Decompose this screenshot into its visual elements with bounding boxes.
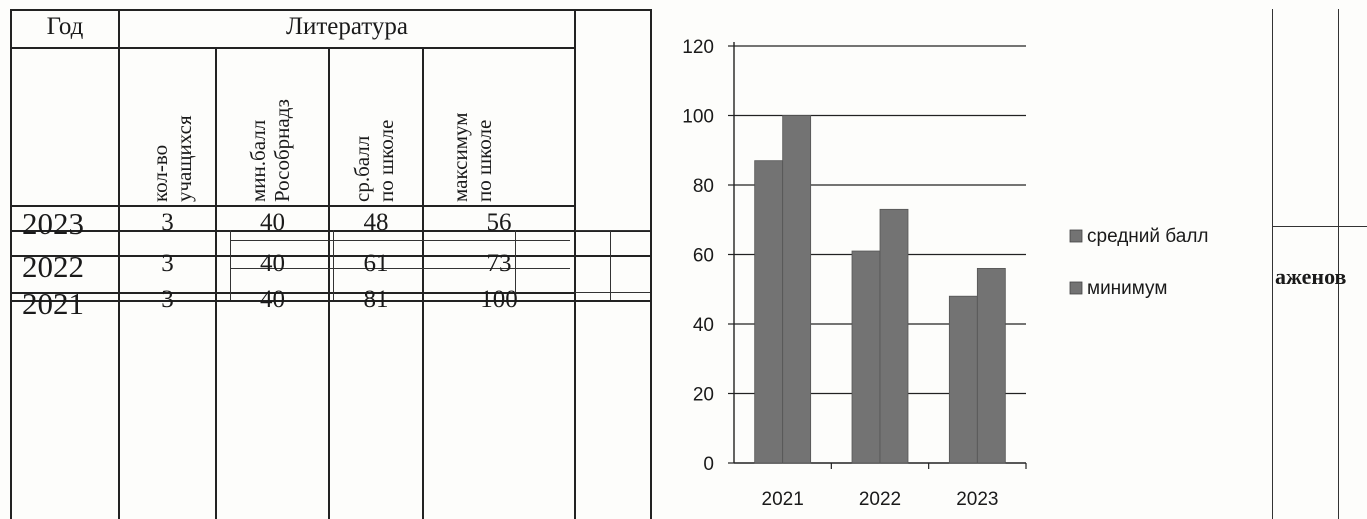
y-tick-label: 0 (703, 454, 714, 475)
column-header-max-score: максимум по школе (448, 112, 496, 202)
column-header-avg-score: ср.балл по школе (350, 119, 398, 202)
legend-swatch (1069, 281, 1083, 295)
row-count: 3 (161, 209, 174, 236)
legend-swatch (1069, 229, 1083, 243)
y-tick-label: 120 (682, 37, 714, 58)
column-header-min-score: мин.балл Рособрнадз (246, 99, 294, 202)
row-min: 40 (260, 286, 285, 313)
legend-label: средний балл (1087, 226, 1209, 247)
header-subject: Литература (286, 13, 408, 40)
bar-min-2021 (782, 115, 812, 464)
y-tick-label: 60 (693, 246, 714, 267)
row-avg: 61 (363, 250, 389, 277)
row-year: 2023 (22, 206, 84, 241)
bar-min-2022 (879, 208, 909, 464)
right-row-line (1272, 226, 1367, 227)
bar-avg-2021 (754, 160, 784, 464)
row-count: 3 (161, 250, 174, 277)
y-tick-label: 20 (693, 385, 714, 406)
bar-chart: 0 20 40 60 80 100 120 2021 2022 2023 средний балл м… (682, 37, 1209, 510)
row-avg: 48 (363, 209, 389, 236)
right-frame-line (1338, 9, 1339, 519)
row-min: 40 (260, 250, 285, 277)
right-frame-line (1272, 9, 1273, 519)
y-tick-label: 40 (693, 315, 714, 336)
legend-label: минимум (1087, 278, 1167, 299)
x-tick-label: 2021 (762, 489, 804, 510)
column-header-count: кол-во учащихся (148, 115, 196, 202)
cut-off-text: аженов (1275, 264, 1347, 289)
x-tick-label: 2022 (859, 489, 901, 510)
row-avg: 81 (363, 286, 389, 313)
bar-avg-2023 (948, 295, 978, 464)
bar-min-2023 (976, 267, 1006, 464)
y-tick-label: 80 (693, 176, 714, 197)
header-year: Год (46, 13, 84, 40)
bar-avg-2022 (851, 250, 881, 464)
row-max: 56 (486, 209, 512, 236)
y-tick-label: 100 (682, 107, 714, 128)
row-count: 3 (161, 286, 174, 313)
x-tick-label: 2023 (956, 489, 998, 510)
row-year: 2022 (22, 249, 84, 284)
row-max: 73 (486, 250, 512, 277)
row-min: 40 (260, 209, 285, 236)
row-max: 100 (480, 286, 518, 313)
row-year: 2021 (22, 286, 84, 321)
